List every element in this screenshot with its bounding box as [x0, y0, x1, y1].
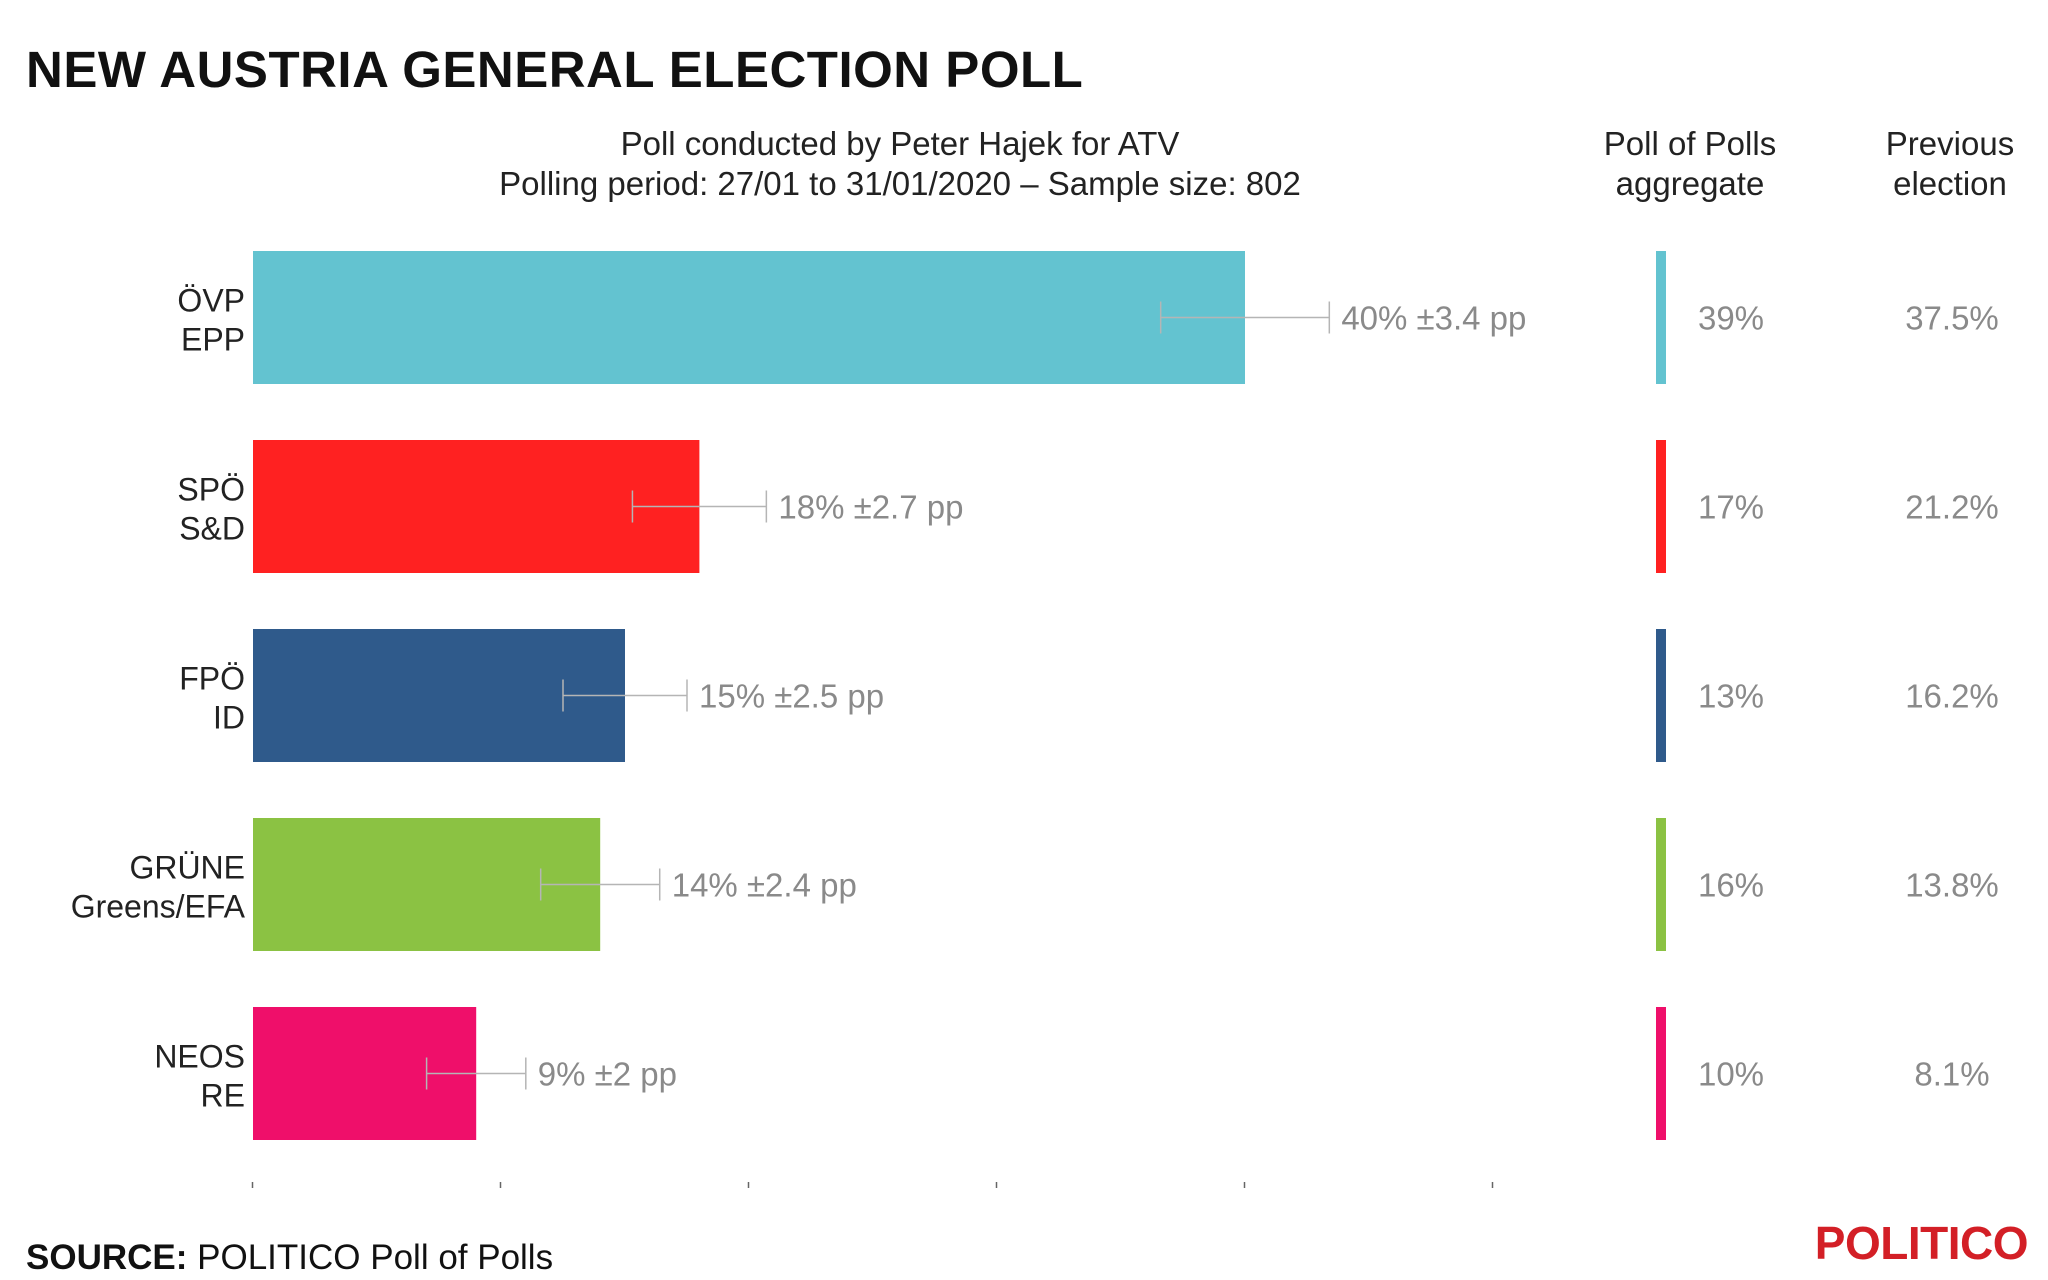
- value-label-2: 15% ±2.5 pp: [699, 678, 884, 715]
- politico-logo: POLITICO: [1814, 1217, 2029, 1269]
- chart-title: NEW AUSTRIA GENERAL ELECTION POLL: [26, 41, 1084, 98]
- previous-value-4: 8.1%: [1914, 1056, 1989, 1093]
- value-label-4: 9% ±2 pp: [538, 1056, 677, 1093]
- aggregate-header-line-2: aggregate: [1615, 165, 1765, 202]
- previous-header-line-1: Previous: [1885, 125, 2015, 162]
- value-label-0: 40% ±3.4 pp: [1341, 300, 1526, 337]
- bar-1: [253, 440, 700, 573]
- chart-subtitle: Poll conducted by Peter Hajek for ATV Po…: [360, 124, 1440, 204]
- source-text: POLITICO Poll of Polls: [197, 1238, 554, 1277]
- aggregate-header-line-1: Poll of Polls: [1603, 125, 1777, 162]
- bar-0: [253, 251, 1245, 384]
- aggregate-marker-0: [1656, 251, 1666, 384]
- aggregate-value-4: 10%: [1698, 1056, 1764, 1093]
- party-label-4: NEOS: [154, 1039, 245, 1075]
- aggregate-marker-4: [1656, 1007, 1666, 1140]
- party-label-2: FPÖ: [179, 661, 245, 697]
- subtitle-line-2: Polling period: 27/01 to 31/01/2020 – Sa…: [499, 165, 1301, 202]
- previous-value-3: 13.8%: [1905, 867, 1999, 904]
- value-label-3: 14% ±2.4 pp: [672, 867, 857, 904]
- group-label-3: Greens/EFA: [71, 889, 246, 925]
- previous-header-line-2: election: [1893, 165, 2007, 202]
- aggregate-column-header: Poll of Polls aggregate: [1590, 124, 1790, 204]
- aggregate-value-2: 13%: [1698, 678, 1764, 715]
- source-note: SOURCE: POLITICO Poll of Polls: [26, 1238, 553, 1278]
- source-label: SOURCE:: [26, 1238, 188, 1277]
- aggregate-value-3: 16%: [1698, 867, 1764, 904]
- aggregate-value-0: 39%: [1698, 300, 1764, 337]
- subtitle-line-1: Poll conducted by Peter Hajek for ATV: [620, 125, 1180, 162]
- group-label-1: S&D: [179, 511, 245, 547]
- previous-value-0: 37.5%: [1905, 300, 1999, 337]
- value-label-1: 18% ±2.7 pp: [778, 489, 963, 526]
- aggregate-marker-3: [1656, 818, 1666, 951]
- previous-column-header: Previous election: [1850, 124, 2048, 204]
- party-label-3: GRÜNE: [129, 850, 245, 886]
- party-label-1: SPÖ: [177, 472, 245, 508]
- aggregate-marker-1: [1656, 440, 1666, 573]
- group-label-0: EPP: [181, 322, 245, 358]
- group-label-2: ID: [213, 700, 245, 736]
- group-label-4: RE: [201, 1078, 245, 1114]
- previous-value-1: 21.2%: [1905, 489, 1999, 526]
- party-label-0: ÖVP: [177, 283, 245, 319]
- aggregate-value-1: 17%: [1698, 489, 1764, 526]
- previous-value-2: 16.2%: [1905, 678, 1999, 715]
- aggregate-marker-2: [1656, 629, 1666, 762]
